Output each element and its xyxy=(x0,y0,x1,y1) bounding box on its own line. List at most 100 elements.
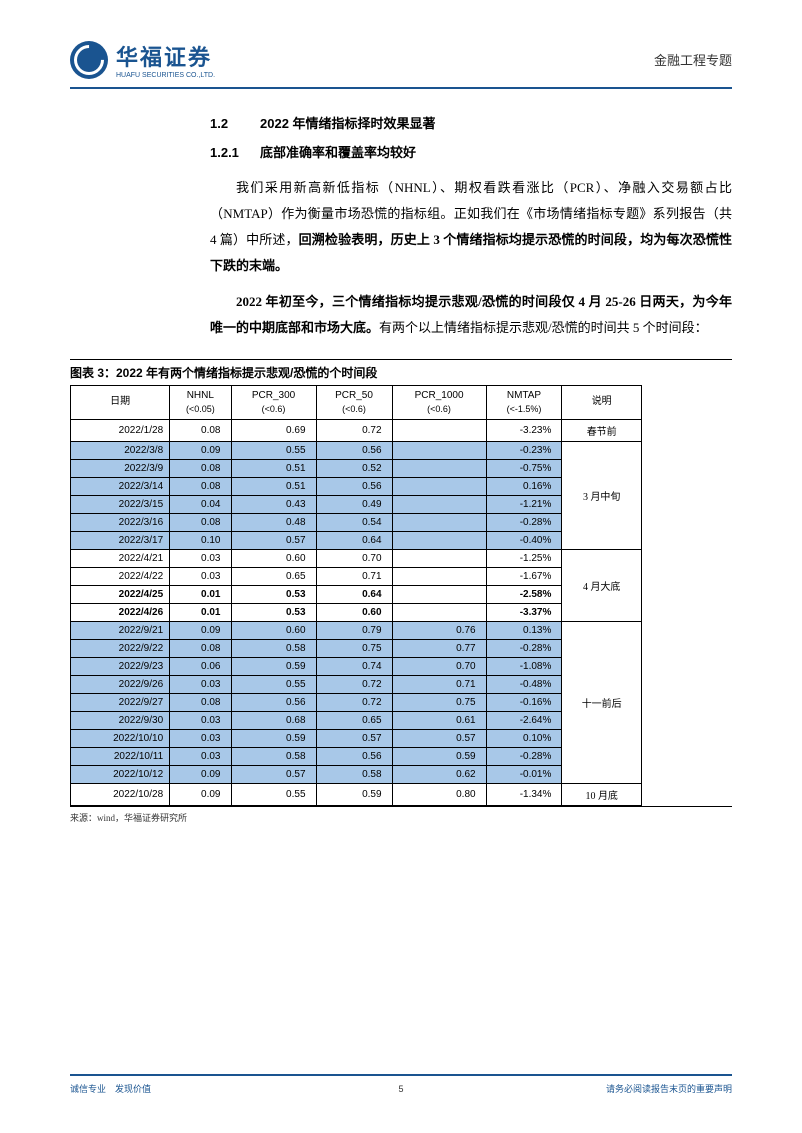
cell-pcr1000 xyxy=(392,459,486,477)
cell-pcr1000: 0.71 xyxy=(392,675,486,693)
cell-pcr50: 0.54 xyxy=(316,513,392,531)
cell-pcr1000 xyxy=(392,603,486,621)
cell-date: 2022/9/26 xyxy=(71,675,170,693)
logo-en-text: HUAFU SECURITIES CO.,LTD. xyxy=(116,72,215,79)
cell-pcr50: 0.56 xyxy=(316,747,392,765)
cell-pcr50: 0.74 xyxy=(316,657,392,675)
table-row: 2022/4/220.030.650.71-1.67% xyxy=(71,567,642,585)
cell-date: 2022/3/9 xyxy=(71,459,170,477)
cell-pcr50: 0.56 xyxy=(316,441,392,459)
cell-pcr300: 0.58 xyxy=(231,639,316,657)
cell-pcr50: 0.71 xyxy=(316,567,392,585)
cell-nmtap: -0.28% xyxy=(486,639,562,657)
cell-pcr300: 0.51 xyxy=(231,459,316,477)
cell-nhnl: 0.06 xyxy=(170,657,231,675)
cell-pcr300: 0.69 xyxy=(231,419,316,441)
cell-nmtap: -1.21% xyxy=(486,495,562,513)
cell-pcr50: 0.70 xyxy=(316,549,392,567)
table-row: 2022/4/260.010.530.60-3.37% xyxy=(71,603,642,621)
cell-pcr300: 0.55 xyxy=(231,783,316,805)
paragraph-2: 2022 年初至今，三个情绪指标均提示悲观/恐慌的时间段仅 4 月 25-26 … xyxy=(210,289,732,341)
report-topic: 金融工程专题 xyxy=(654,50,732,69)
paragraph-1: 我们采用新高新低指标（NHNL）、期权看跌看涨比（PCR）、净融入交易额占比（N… xyxy=(210,175,732,279)
cell-pcr300: 0.57 xyxy=(231,765,316,783)
cell-pcr1000: 0.77 xyxy=(392,639,486,657)
cell-pcr1000 xyxy=(392,531,486,549)
cell-nhnl: 0.01 xyxy=(170,603,231,621)
cell-date: 2022/3/8 xyxy=(71,441,170,459)
cell-nhnl: 0.04 xyxy=(170,495,231,513)
cell-pcr1000 xyxy=(392,567,486,585)
cell-date: 2022/9/30 xyxy=(71,711,170,729)
cell-pcr1000: 0.62 xyxy=(392,765,486,783)
page-footer: 诚信专业 发现价值 5 请务必阅读报告末页的重要声明 xyxy=(70,1074,732,1095)
cell-pcr300: 0.56 xyxy=(231,693,316,711)
cell-nhnl: 0.09 xyxy=(170,621,231,639)
cell-nhnl: 0.09 xyxy=(170,441,231,459)
cell-nhnl: 0.08 xyxy=(170,459,231,477)
p2-text-b: 有两个以上情绪指标提示悲观/恐慌的时间共 5 个时间段： xyxy=(379,320,708,335)
cell-nhnl: 0.09 xyxy=(170,783,231,805)
cell-date: 2022/4/25 xyxy=(71,585,170,603)
cell-nhnl: 0.03 xyxy=(170,567,231,585)
cell-pcr300: 0.59 xyxy=(231,657,316,675)
cell-pcr50: 0.52 xyxy=(316,459,392,477)
cell-nhnl: 0.08 xyxy=(170,419,231,441)
cell-date: 2022/9/22 xyxy=(71,639,170,657)
cell-desc: 十一前后 xyxy=(562,621,642,783)
cell-pcr300: 0.68 xyxy=(231,711,316,729)
cell-pcr1000 xyxy=(392,441,486,459)
cell-nmtap: -3.23% xyxy=(486,419,562,441)
page-number: 5 xyxy=(398,1084,403,1094)
cell-nmtap: 0.13% xyxy=(486,621,562,639)
subsection-title: 底部准确率和覆盖率均较好 xyxy=(260,145,416,160)
cell-pcr300: 0.57 xyxy=(231,531,316,549)
cell-pcr1000 xyxy=(392,495,486,513)
cell-pcr300: 0.58 xyxy=(231,747,316,765)
cell-pcr1000 xyxy=(392,513,486,531)
cell-pcr50: 0.72 xyxy=(316,419,392,441)
cell-pcr50: 0.79 xyxy=(316,621,392,639)
cell-date: 2022/4/26 xyxy=(71,603,170,621)
cell-nmtap: -1.34% xyxy=(486,783,562,805)
table-row: 2022/3/90.080.510.52-0.75% xyxy=(71,459,642,477)
table-row: 2022/10/280.090.550.590.80-1.34%10 月底 xyxy=(71,783,642,805)
cell-date: 2022/9/27 xyxy=(71,693,170,711)
table-row: 2022/4/210.030.600.70-1.25%4 月大底 xyxy=(71,549,642,567)
cell-pcr300: 0.60 xyxy=(231,549,316,567)
th-pcr300: PCR_300(<0.6) xyxy=(231,386,316,420)
table-row: 2022/9/220.080.580.750.77-0.28% xyxy=(71,639,642,657)
cell-nmtap: -3.37% xyxy=(486,603,562,621)
cell-pcr300: 0.55 xyxy=(231,441,316,459)
cell-nmtap: -0.48% xyxy=(486,675,562,693)
logo-cn-text: 华福证券 xyxy=(116,40,215,72)
cell-pcr50: 0.64 xyxy=(316,531,392,549)
footer-left-text: 诚信专业 发现价值 xyxy=(70,1082,151,1095)
cell-pcr1000: 0.75 xyxy=(392,693,486,711)
cell-nhnl: 0.08 xyxy=(170,477,231,495)
section-number: 1.2 xyxy=(210,116,260,131)
cell-date: 2022/3/17 xyxy=(71,531,170,549)
cell-pcr1000: 0.80 xyxy=(392,783,486,805)
cell-pcr300: 0.43 xyxy=(231,495,316,513)
subsection-heading: 1.2.1底部准确率和覆盖率均较好 xyxy=(210,142,732,161)
cell-desc: 4 月大底 xyxy=(562,549,642,621)
table-row: 2022/3/150.040.430.49-1.21% xyxy=(71,495,642,513)
page-header: 华福证券 HUAFU SECURITIES CO.,LTD. 金融工程专题 xyxy=(70,40,732,89)
cell-nmtap: 0.10% xyxy=(486,729,562,747)
cell-desc: 10 月底 xyxy=(562,783,642,805)
cell-nhnl: 0.10 xyxy=(170,531,231,549)
table-row: 2022/9/230.060.590.740.70-1.08% xyxy=(71,657,642,675)
cell-date: 2022/9/21 xyxy=(71,621,170,639)
cell-pcr1000: 0.61 xyxy=(392,711,486,729)
cell-nmtap: -1.08% xyxy=(486,657,562,675)
cell-pcr1000: 0.59 xyxy=(392,747,486,765)
cell-nhnl: 0.08 xyxy=(170,693,231,711)
table-row: 2022/1/280.080.690.72-3.23%春节前 xyxy=(71,419,642,441)
table-row: 2022/3/170.100.570.64-0.40% xyxy=(71,531,642,549)
table-row: 2022/9/300.030.680.650.61-2.64% xyxy=(71,711,642,729)
cell-pcr50: 0.57 xyxy=(316,729,392,747)
cell-pcr300: 0.55 xyxy=(231,675,316,693)
cell-pcr50: 0.64 xyxy=(316,585,392,603)
cell-date: 2022/10/10 xyxy=(71,729,170,747)
